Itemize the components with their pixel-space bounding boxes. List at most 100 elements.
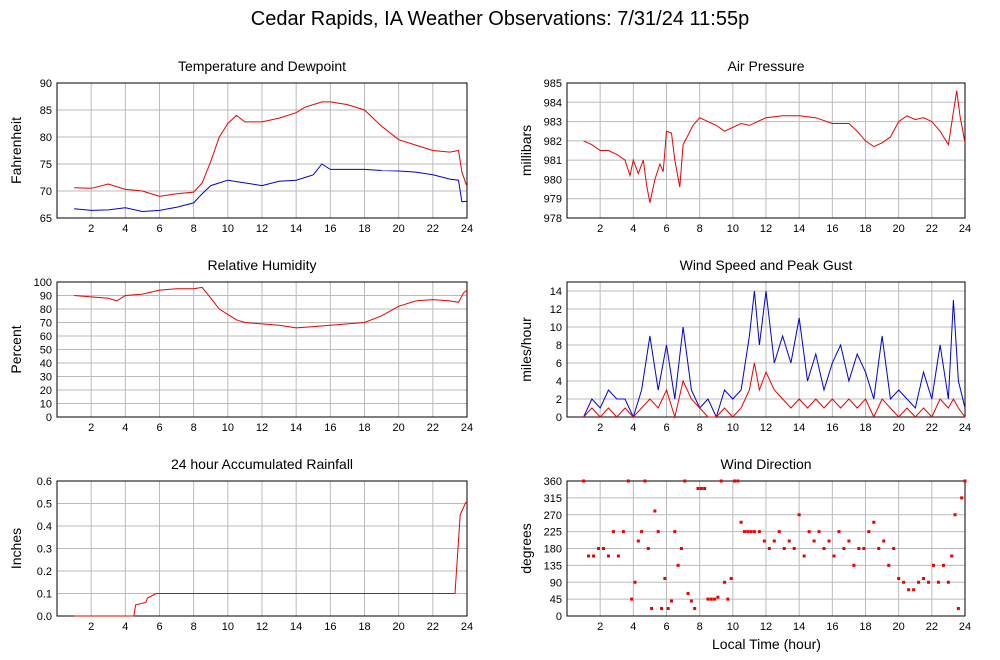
data-point [633, 580, 637, 584]
x-tick-label: 24 [461, 223, 473, 235]
x-tick-label: 16 [826, 621, 838, 633]
data-point [887, 563, 891, 567]
data-point [767, 547, 771, 550]
y-tick-label: 225 [544, 527, 562, 539]
x-tick-label: 12 [256, 422, 268, 434]
chart-rh: 2 4 6 8 10 12 14 16 18 20 22 2401020304050607080901… [8, 257, 473, 434]
data-point [713, 597, 717, 601]
x-tick-label: 24 [461, 422, 473, 434]
data-point [669, 599, 673, 603]
data-point [746, 530, 750, 534]
x-tick-label: 10 [222, 223, 234, 235]
y-axis-label: Percent [8, 325, 24, 373]
chart-dir: 2 4 6 8 10 12 14 16 18 20 22 2404590135180225270315… [518, 456, 971, 633]
y-tick-label: 0 [556, 412, 562, 424]
x-tick-label: 6 [663, 621, 669, 633]
y-tick-label: 6 [556, 358, 562, 370]
y-tick-label: 978 [544, 213, 562, 225]
y-axis-label: Inches [8, 528, 24, 569]
data-point [752, 530, 756, 534]
data-point [592, 554, 596, 558]
data-point [953, 513, 957, 517]
series-line-blue [74, 163, 468, 213]
y-tick-label: 90 [550, 577, 562, 589]
y-tick-label: 60 [40, 331, 52, 343]
series-line-blue [583, 290, 966, 419]
x-tick-label: 4 [122, 422, 128, 434]
x-tick-label: 12 [760, 621, 772, 633]
data-point [852, 563, 856, 567]
y-axis-label: millibars [518, 125, 534, 176]
data-point [663, 577, 667, 580]
data-point [643, 479, 647, 483]
y-tick-label: 90 [40, 291, 52, 303]
x-tick-label: 20 [893, 621, 905, 633]
y-tick-label: 0 [46, 412, 52, 424]
y-tick-label: 50 [40, 345, 52, 357]
data-point [621, 530, 625, 534]
data-point [630, 597, 634, 601]
data-point [950, 554, 954, 558]
y-tick-label: 270 [544, 510, 562, 522]
x-tick-label: 8 [191, 422, 197, 434]
data-point [686, 592, 690, 595]
y-tick-label: 30 [40, 372, 52, 384]
x-tick-label: 4 [630, 223, 636, 235]
data-point [777, 530, 781, 534]
data-point [946, 580, 950, 584]
y-tick-label: 0.4 [37, 521, 52, 533]
data-point [907, 588, 911, 592]
data-point [857, 547, 861, 550]
chart-title: Wind Direction [720, 456, 811, 472]
data-point [616, 554, 620, 558]
y-tick-label: 0.5 [37, 499, 52, 511]
y-tick-label: 0.0 [37, 611, 52, 623]
x-tick-label: 4 [122, 223, 128, 235]
y-axis-label: Fahrenheit [8, 117, 24, 184]
data-point [837, 530, 841, 534]
y-tick-label: 980 [544, 174, 562, 186]
x-tick-label: 2 [88, 621, 94, 633]
series-line-red [583, 90, 966, 203]
data-point [683, 479, 687, 483]
x-tick-label: 10 [222, 621, 234, 633]
x-tick-label: 14 [290, 621, 302, 633]
data-point [640, 530, 644, 534]
x-tick-label: 16 [324, 621, 336, 633]
data-point [847, 539, 851, 543]
x-axis-label-text: Local Time (hour) [712, 636, 821, 652]
y-tick-label: 85 [40, 105, 52, 117]
x-tick-label: 16 [324, 223, 336, 235]
y-tick-label: 0 [556, 611, 562, 623]
y-axis-label: miles/hour [518, 317, 534, 382]
data-point [676, 563, 680, 567]
data-point [679, 547, 683, 550]
data-point [716, 595, 720, 599]
x-tick-label: 4 [630, 621, 636, 633]
x-tick-label: 20 [893, 223, 905, 235]
x-tick-label: 8 [697, 223, 703, 235]
data-point [941, 563, 945, 567]
x-tick-label: 14 [290, 223, 302, 235]
data-point [960, 496, 964, 500]
chart-title: Wind Speed and Peak Gust [680, 257, 853, 273]
x-tick-label: 24 [461, 621, 473, 633]
data-point [782, 547, 786, 550]
x-tick-label: 2 [597, 422, 603, 434]
data-point [963, 479, 967, 483]
data-point [709, 597, 713, 601]
data-point [902, 580, 906, 584]
x-tick-label: 24 [959, 621, 971, 633]
series-line-red [74, 101, 468, 197]
y-tick-label: 982 [544, 136, 562, 148]
data-point [673, 530, 677, 534]
x-tick-label: 18 [358, 422, 370, 434]
data-point [646, 547, 650, 550]
plot-frame [56, 480, 468, 617]
data-point [762, 539, 766, 543]
data-point [817, 530, 821, 534]
x-tick-label: 22 [926, 422, 938, 434]
x-tick-label: 20 [393, 621, 405, 633]
